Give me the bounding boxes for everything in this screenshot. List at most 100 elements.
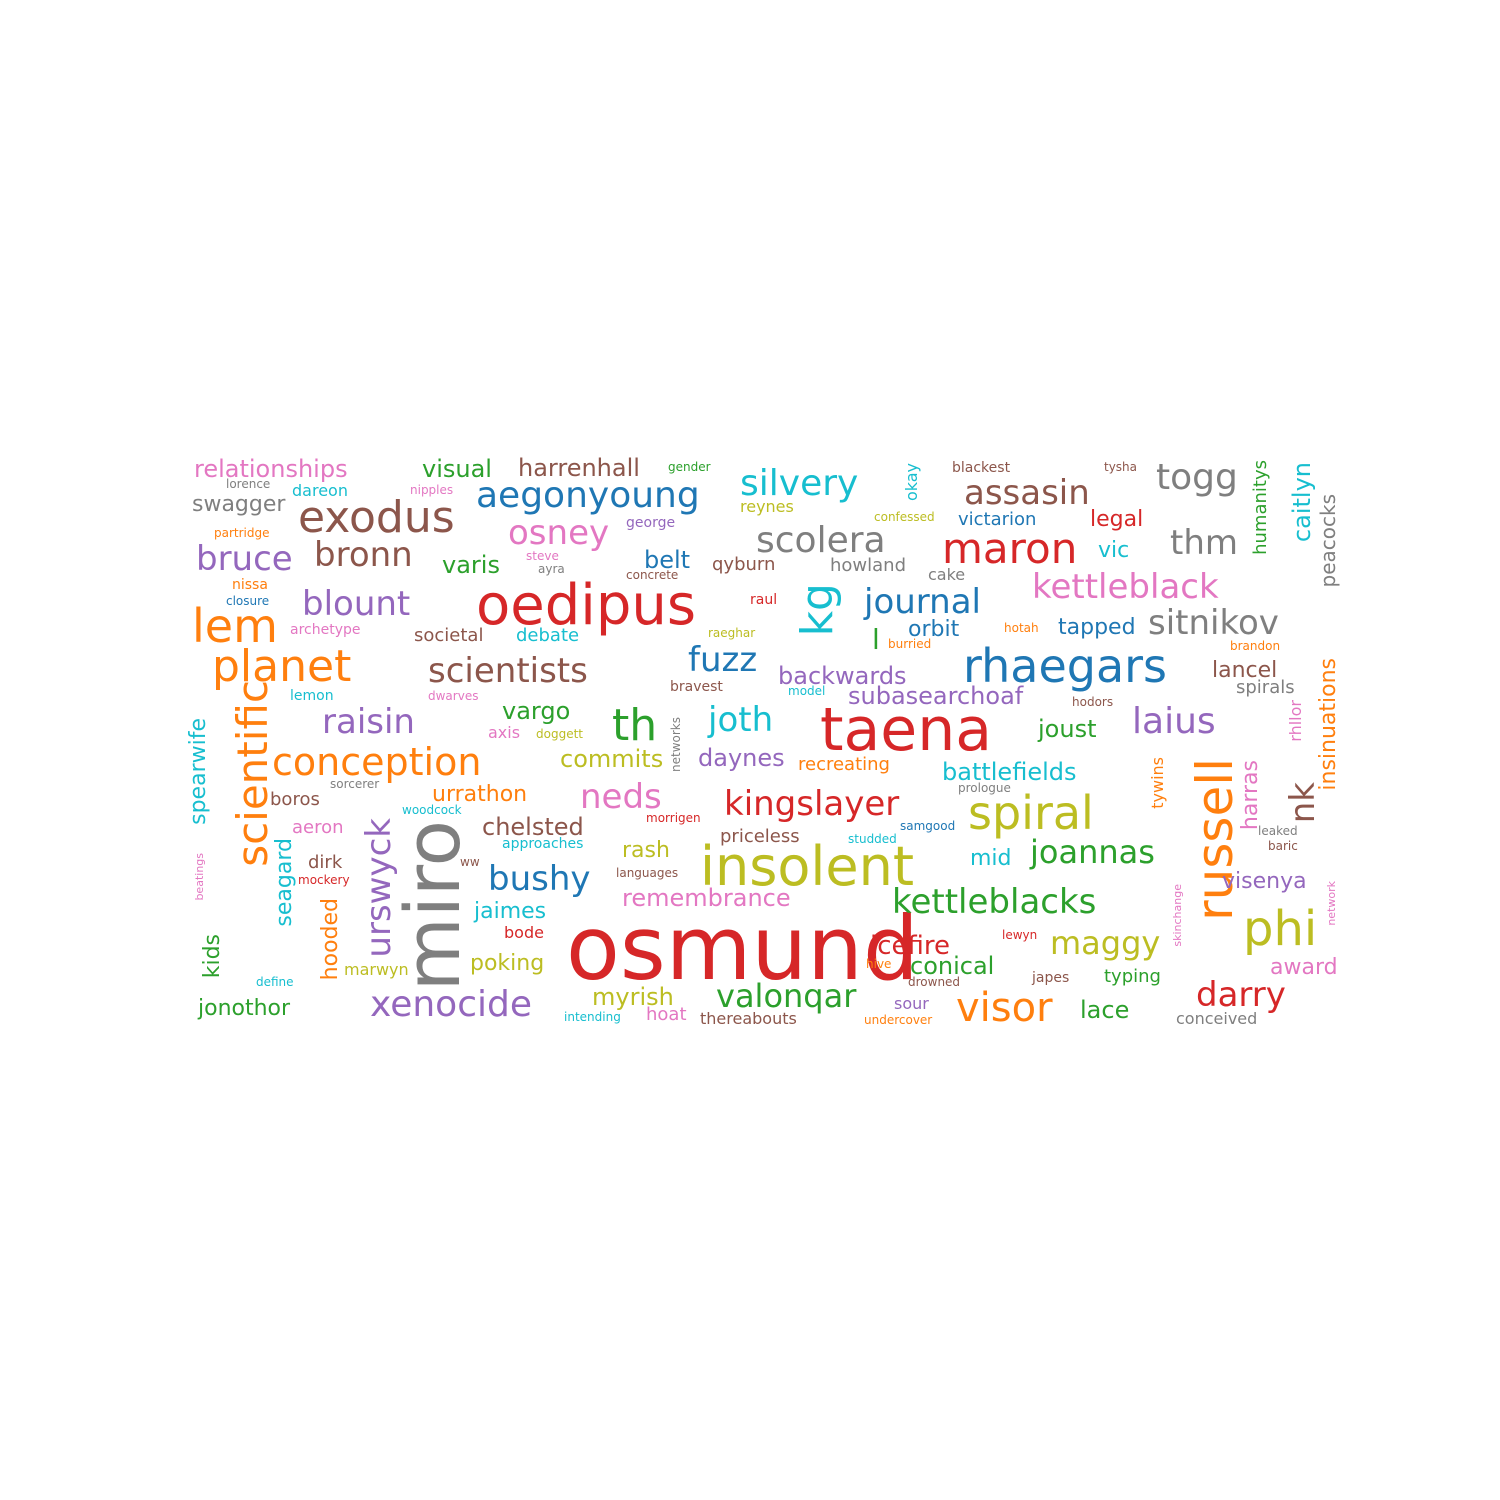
cloud-word: rhaegars xyxy=(963,639,1168,693)
cloud-word: laius xyxy=(1132,701,1216,742)
cloud-word: concrete xyxy=(626,568,679,582)
cloud-word: lace xyxy=(1080,996,1130,1024)
cloud-word: thereabouts xyxy=(700,1009,797,1028)
cloud-word: jaimes xyxy=(474,899,547,924)
cloud-word: thm xyxy=(1170,523,1238,563)
cloud-word: kettleblack xyxy=(1032,567,1219,607)
cloud-word: battlefields xyxy=(942,758,1077,786)
cloud-word: brandon xyxy=(1230,639,1281,653)
cloud-word: approaches xyxy=(502,836,584,852)
cloud-word: qyburn xyxy=(712,554,776,575)
cloud-word: raisin xyxy=(322,702,415,742)
cloud-word: boros xyxy=(270,789,320,810)
cloud-word: silvery xyxy=(740,463,859,504)
cloud-word: l xyxy=(872,623,880,656)
cloud-word: conical xyxy=(910,952,995,980)
cloud-word: mockery xyxy=(298,873,350,887)
cloud-word: th xyxy=(612,700,658,751)
cloud-word: subasearchoaf xyxy=(848,682,1024,710)
cloud-word: okay xyxy=(902,463,921,502)
cloud-word: howland xyxy=(830,555,907,576)
cloud-word: raul xyxy=(750,592,778,608)
cloud-word: japes xyxy=(1032,970,1070,986)
cloud-word: insolent xyxy=(700,835,915,898)
cloud-word: visor xyxy=(956,985,1053,1031)
cloud-word: xenocide xyxy=(370,984,532,1025)
cloud-word: rash xyxy=(622,838,670,863)
cloud-word: sitnikov xyxy=(1148,603,1279,643)
cloud-word: ayra xyxy=(538,562,565,576)
cloud-word: beatings xyxy=(193,853,206,901)
cloud-word: reynes xyxy=(740,497,794,516)
cloud-word: blackest xyxy=(952,460,1011,476)
cloud-word: axis xyxy=(488,723,521,742)
cloud-word: relationships xyxy=(194,455,348,483)
cloud-word: myrish xyxy=(592,983,674,1011)
cloud-word: dirk xyxy=(308,852,343,873)
cloud-word: steve xyxy=(526,549,559,563)
cloud-word: aegonyoung xyxy=(476,475,700,516)
cloud-word: tapped xyxy=(1058,615,1136,640)
cloud-word: joannas xyxy=(1030,833,1155,871)
cloud-word: prologue xyxy=(958,781,1011,795)
cloud-word: kingslayer xyxy=(724,784,900,824)
cloud-word: kettleblacks xyxy=(892,882,1097,922)
cloud-word: dareon xyxy=(292,481,348,500)
cloud-word: seagard xyxy=(272,838,297,927)
cloud-word: maron xyxy=(942,524,1078,573)
cloud-word: hoat xyxy=(646,1004,687,1025)
cloud-word: urswyck xyxy=(359,818,399,958)
cloud-word: chelsted xyxy=(482,813,584,841)
cloud-word: undercover xyxy=(864,1013,933,1027)
cloud-word: marwyn xyxy=(344,960,409,979)
cloud-word: woodcock xyxy=(402,803,462,817)
cloud-word: languages xyxy=(616,866,679,880)
cloud-word: planet xyxy=(212,641,352,692)
cloud-word: visenya xyxy=(1222,869,1307,894)
cloud-word: scolera xyxy=(756,520,886,561)
cloud-word: osney xyxy=(508,513,610,553)
cloud-word: victarion xyxy=(958,509,1037,530)
cloud-word: remembrance xyxy=(622,884,791,912)
cloud-word: insinuations xyxy=(1316,658,1341,791)
cloud-word: humanitys xyxy=(1250,460,1271,555)
cloud-word: leaked xyxy=(1258,824,1298,838)
cloud-word: spiral xyxy=(968,786,1094,840)
cloud-word: visual xyxy=(422,455,492,483)
cloud-word: archetype xyxy=(290,622,361,638)
cloud-word: daynes xyxy=(698,744,785,772)
cloud-word: icefire xyxy=(870,931,951,961)
cloud-word: vic xyxy=(1098,538,1130,563)
cloud-word: vargo xyxy=(502,697,571,725)
cloud-word: russell xyxy=(1186,758,1244,921)
cloud-word: harras xyxy=(1238,760,1263,831)
cloud-word: recreating xyxy=(798,754,890,775)
cloud-word: mid xyxy=(970,846,1012,871)
cloud-word: orbit xyxy=(908,617,960,642)
cloud-word: poking xyxy=(470,951,545,976)
cloud-word: legal xyxy=(1090,507,1144,532)
cloud-word: kg xyxy=(792,583,843,637)
cloud-word: backwards xyxy=(778,662,907,690)
cloud-word: confessed xyxy=(874,510,935,524)
cloud-word: bravest xyxy=(670,679,723,695)
cloud-word: network xyxy=(1325,881,1338,926)
cloud-word: networks xyxy=(669,717,683,772)
cloud-word: oedipus xyxy=(476,573,697,638)
cloud-word: bushy xyxy=(488,859,591,899)
cloud-word: closure xyxy=(226,594,270,608)
cloud-word: tywins xyxy=(1148,757,1167,809)
cloud-word: neds xyxy=(580,777,662,817)
cloud-word: conceived xyxy=(1176,1009,1258,1028)
cloud-word: conception xyxy=(272,740,482,784)
cloud-word: hooded xyxy=(318,898,343,981)
cloud-word: nk xyxy=(1283,782,1323,824)
cloud-word: commits xyxy=(560,745,664,773)
cloud-word: kids xyxy=(200,934,225,979)
cloud-word: swagger xyxy=(192,492,286,517)
cloud-word: studded xyxy=(848,832,897,846)
cloud-word: baric xyxy=(1268,839,1298,853)
cloud-word: assasin xyxy=(964,473,1090,513)
cloud-word: award xyxy=(1270,955,1338,980)
